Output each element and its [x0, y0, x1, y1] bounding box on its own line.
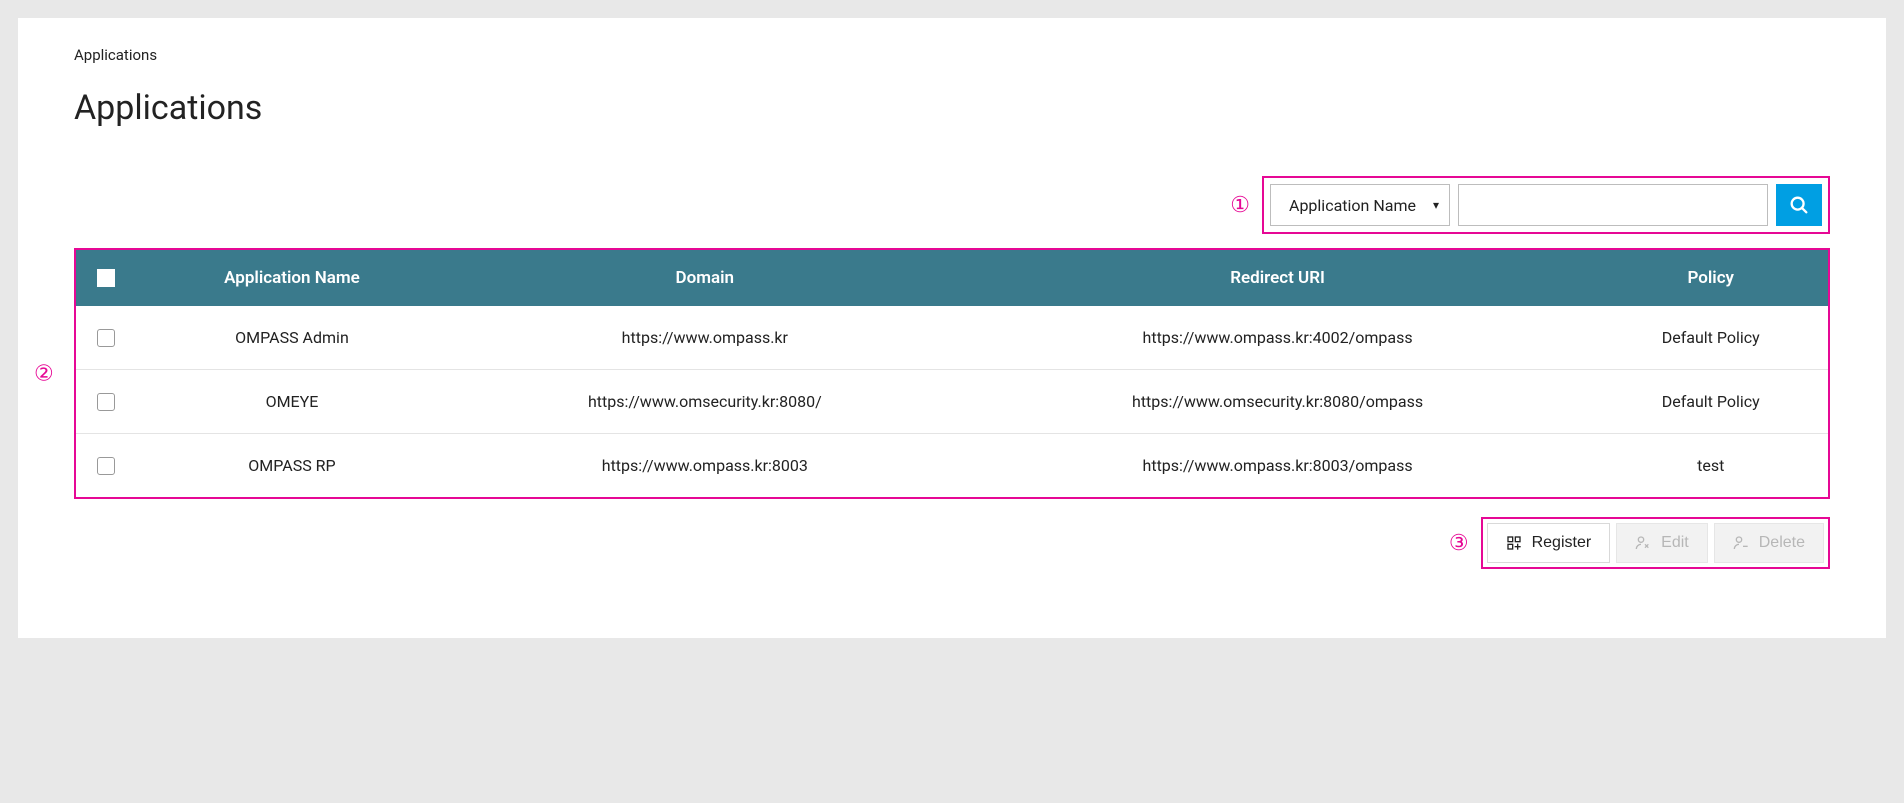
cell-application-name: OMEYE [136, 370, 448, 434]
table-wrap: ② Application Name Domain Redirect URI P… [74, 248, 1830, 499]
cell-redirect-uri: https://www.ompass.kr:4002/ompass [962, 306, 1594, 370]
header-domain: Domain [448, 250, 962, 306]
delete-button[interactable]: Delete [1714, 523, 1824, 563]
search-icon [1788, 194, 1810, 216]
header-redirect-uri: Redirect URI [962, 250, 1594, 306]
cell-application-name: OMPASS Admin [136, 306, 448, 370]
callout-two: ② [34, 361, 54, 386]
chevron-down-icon: ▾ [1433, 198, 1439, 212]
row-checkbox[interactable] [97, 393, 115, 411]
table-row[interactable]: OMPASS RP https://www.ompass.kr:8003 htt… [76, 434, 1828, 498]
callout-one: ① [1230, 193, 1250, 218]
edit-button[interactable]: Edit [1616, 523, 1708, 563]
table-row[interactable]: OMEYE https://www.omsecurity.kr:8080/ ht… [76, 370, 1828, 434]
cell-policy: Default Policy [1593, 370, 1828, 434]
search-field-select[interactable]: Application Name ▾ [1270, 184, 1450, 226]
page-title: Applications [74, 88, 1830, 128]
cell-domain: https://www.ompass.kr:8003 [448, 434, 962, 498]
table-header-row: Application Name Domain Redirect URI Pol… [76, 250, 1828, 306]
header-application-name: Application Name [136, 250, 448, 306]
actions-outline: Register Edit Delete [1481, 517, 1830, 569]
edit-button-label: Edit [1661, 534, 1689, 552]
cell-application-name: OMPASS RP [136, 434, 448, 498]
callout-three: ③ [1449, 531, 1469, 556]
search-input[interactable] [1458, 184, 1768, 226]
search-outline: Application Name ▾ [1262, 176, 1830, 234]
header-policy: Policy [1593, 250, 1828, 306]
row-checkbox[interactable] [97, 329, 115, 347]
search-select-label: Application Name [1289, 196, 1416, 215]
register-button-label: Register [1532, 534, 1592, 552]
cell-redirect-uri: https://www.omsecurity.kr:8080/ompass [962, 370, 1594, 434]
cell-domain: https://www.ompass.kr [448, 306, 962, 370]
cell-policy: Default Policy [1593, 306, 1828, 370]
table-outline: Application Name Domain Redirect URI Pol… [74, 248, 1830, 499]
breadcrumb: Applications [74, 46, 1830, 64]
cell-domain: https://www.omsecurity.kr:8080/ [448, 370, 962, 434]
cell-policy: test [1593, 434, 1828, 498]
register-button[interactable]: Register [1487, 523, 1611, 563]
actions-row: ③ Register Ed [74, 517, 1830, 569]
search-row: ① Application Name ▾ [74, 176, 1830, 234]
select-all-checkbox[interactable] [97, 269, 115, 287]
header-checkbox-cell [76, 250, 136, 306]
search-button[interactable] [1776, 184, 1822, 226]
applications-panel: Applications Applications ① Application … [18, 18, 1886, 638]
user-edit-icon [1635, 535, 1651, 551]
cell-redirect-uri: https://www.ompass.kr:8003/ompass [962, 434, 1594, 498]
user-delete-icon [1733, 535, 1749, 551]
delete-button-label: Delete [1759, 534, 1805, 552]
applications-table: Application Name Domain Redirect URI Pol… [76, 250, 1828, 497]
grid-add-icon [1506, 535, 1522, 551]
table-row[interactable]: OMPASS Admin https://www.ompass.kr https… [76, 306, 1828, 370]
row-checkbox[interactable] [97, 457, 115, 475]
